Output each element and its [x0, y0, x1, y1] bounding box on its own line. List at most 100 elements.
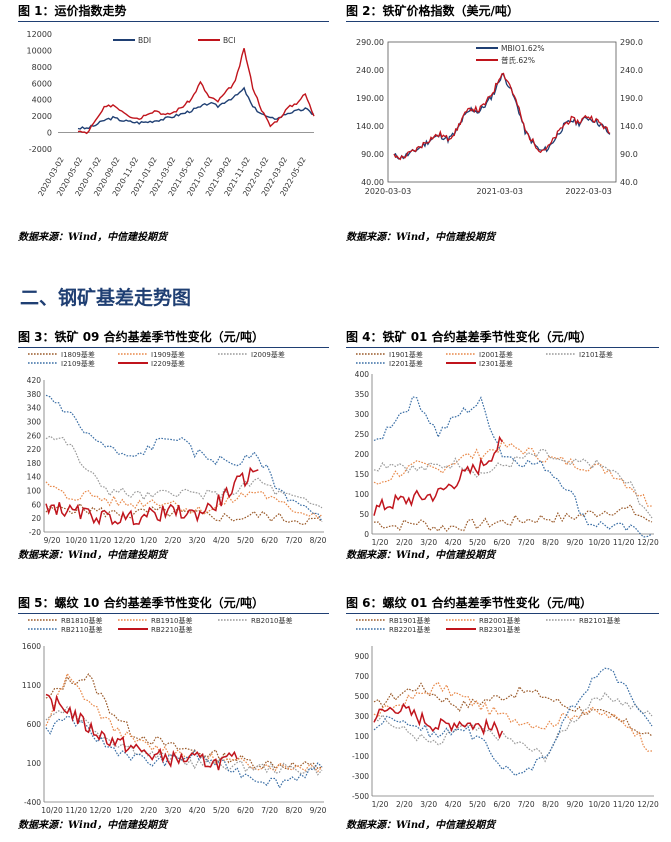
y-tick-label: 150: [355, 470, 370, 479]
y-tick-label: 60: [31, 500, 41, 509]
y-tick-label: 6000: [32, 79, 52, 88]
x-tick-label: 6/20: [493, 800, 510, 809]
x-tick-label: 5/20: [213, 806, 230, 814]
x-tick-label: 4/20: [445, 538, 462, 547]
legend-label: I2101基差: [579, 350, 613, 359]
y-left-tick-label: 40.00: [361, 178, 384, 187]
x-tick-label: 1/20: [140, 536, 157, 545]
legend-label: I2201基差: [389, 359, 423, 368]
x-tick-label: 5/20: [469, 800, 486, 809]
y-right-tick-label: 190.0: [620, 94, 643, 103]
y-tick-label: 12000: [27, 30, 52, 39]
legend-label: I1809基差: [61, 350, 95, 359]
y-tick-label: 1600: [22, 642, 41, 651]
y-tick-label: 8000: [32, 63, 52, 72]
y-right-tick-label: 90.0: [620, 150, 638, 159]
y-tick-label: 300: [27, 417, 42, 426]
series-line-2: [373, 448, 653, 519]
x-tick-label: 9/20: [310, 806, 327, 814]
x-tick-label: 10/20: [41, 806, 63, 814]
figure-5-panel: 图 5：螺纹 10 合约基差季节性变化（元/吨） 1600 1100 600 100 -…: [18, 594, 329, 834]
y-tick-label: 4000: [32, 96, 52, 105]
figure-4-chart: 400 350 300 250 200 150 100 50 01/20 2/20 3/20 4/20…: [355, 350, 659, 547]
figure-2-panel: 图 2：铁矿价格指数（美元/吨） 290.00 290.0 240.00 240.0 1…: [346, 2, 659, 243]
series-line-3: [373, 667, 653, 777]
x-tick-label: 12/20: [90, 806, 112, 814]
x-tick-label: 7/20: [518, 538, 535, 547]
x-tick-label: 6/20: [261, 536, 278, 545]
legend-label: RB2210基差: [151, 625, 192, 634]
figure-4-source: 数据来源：Wind，中信建投期货: [346, 550, 496, 561]
series-line-0: [374, 503, 653, 532]
x-tick-label: 8/20: [310, 536, 327, 545]
x-tick-label: 4/20: [445, 800, 462, 809]
x-tick-label: 3/20: [420, 800, 437, 809]
series-line-3: [45, 715, 323, 790]
legend-label: RB2001基差: [479, 616, 520, 625]
y-tick-label: 380: [27, 390, 42, 399]
y-tick-label: 100: [27, 487, 42, 496]
x-tick-label: 1/20: [116, 806, 133, 814]
y-tick-label: 10000: [27, 46, 52, 55]
x-tick-label: 10/20: [588, 538, 610, 547]
x-tick-label: 3/20: [420, 538, 437, 547]
x-tick-label: 11/20: [90, 536, 112, 545]
y-tick-label: 300: [355, 712, 370, 721]
x-tick-label: 11/20: [613, 538, 635, 547]
y-tick-label: 600: [27, 720, 42, 729]
legend-label: BDI: [138, 36, 151, 45]
y-tick-label: -2000: [29, 145, 52, 154]
figure-1-chart: 120001000080006000400020000-20002020-03-…: [27, 30, 315, 198]
y-tick-label: 100: [27, 759, 42, 768]
x-tick-label: 4/20: [213, 536, 230, 545]
x-tick-label: 4/20: [189, 806, 206, 814]
x-tick-label: 11/20: [65, 806, 87, 814]
legend-label: I1909基差: [151, 350, 185, 359]
y-left-tick-label: 290.00: [356, 38, 384, 47]
y-tick-label: 20: [31, 514, 41, 523]
legend-label: RB1910基差: [151, 616, 192, 625]
figure-1-title: 图 1：运价指数走势: [18, 2, 329, 22]
legend-label: I2301基差: [479, 359, 513, 368]
x-tick-label: 12/20: [114, 536, 136, 545]
y-tick-label: -500: [352, 792, 369, 801]
x-tick-label: 2/20: [396, 800, 413, 809]
y-right-tick-label: 290.0: [620, 38, 643, 47]
y-left-tick-label: 240.00: [356, 66, 384, 75]
y-tick-label: 700: [355, 672, 370, 681]
plot-frame: [387, 41, 617, 183]
y-right-tick-label: 140.0: [620, 122, 643, 131]
x-tick-label: 9/20: [566, 800, 583, 809]
series-line-1: [45, 481, 323, 519]
figure-3-chart: 420 380 340 300 260 220 180 140 100 60 20 -209/20 10…: [27, 350, 327, 545]
x-tick-label: 10/20: [588, 800, 610, 809]
legend-label: RB2101基差: [579, 616, 620, 625]
series-line: [393, 73, 611, 160]
y-tick-label: 100: [355, 732, 370, 741]
legend-label: RB2110基差: [61, 625, 102, 634]
series-line-2: [45, 435, 323, 509]
series-line-3: [45, 394, 323, 522]
figure-4-panel: 图 4：铁矿 01 合约基差季节性变化（元/吨） 400 350 300 250 200…: [346, 328, 659, 568]
y-tick-label: 350: [355, 390, 370, 399]
series-line-4: [373, 702, 503, 740]
y-left-tick-label: 140.00: [356, 122, 384, 131]
series-line-3: [373, 396, 653, 538]
x-tick-label: 8/20: [285, 806, 302, 814]
x-tick-label: 10/20: [65, 536, 87, 545]
x-tick-label: 2/20: [396, 538, 413, 547]
x-tick-label: 8/20: [542, 538, 559, 547]
series-line-1: [373, 439, 653, 507]
series-line-4: [45, 693, 238, 771]
figure-2-source: 数据来源：Wind，中信建投期货: [346, 232, 496, 243]
legend-label: RB2201基差: [389, 625, 430, 634]
legend-label: I2109基差: [61, 359, 95, 368]
x-tick-label: 7/20: [518, 800, 535, 809]
y-tick-label: 180: [27, 459, 42, 468]
x-tick-label: 6/20: [237, 806, 254, 814]
y-tick-label: 420: [27, 376, 42, 385]
x-tick-label: 11/20: [613, 800, 635, 809]
legend-label: I2009基差: [251, 350, 285, 359]
legend-label: MBIO1.62%: [501, 44, 545, 53]
figure-3-source: 数据来源：Wind，中信建投期货: [18, 550, 168, 561]
